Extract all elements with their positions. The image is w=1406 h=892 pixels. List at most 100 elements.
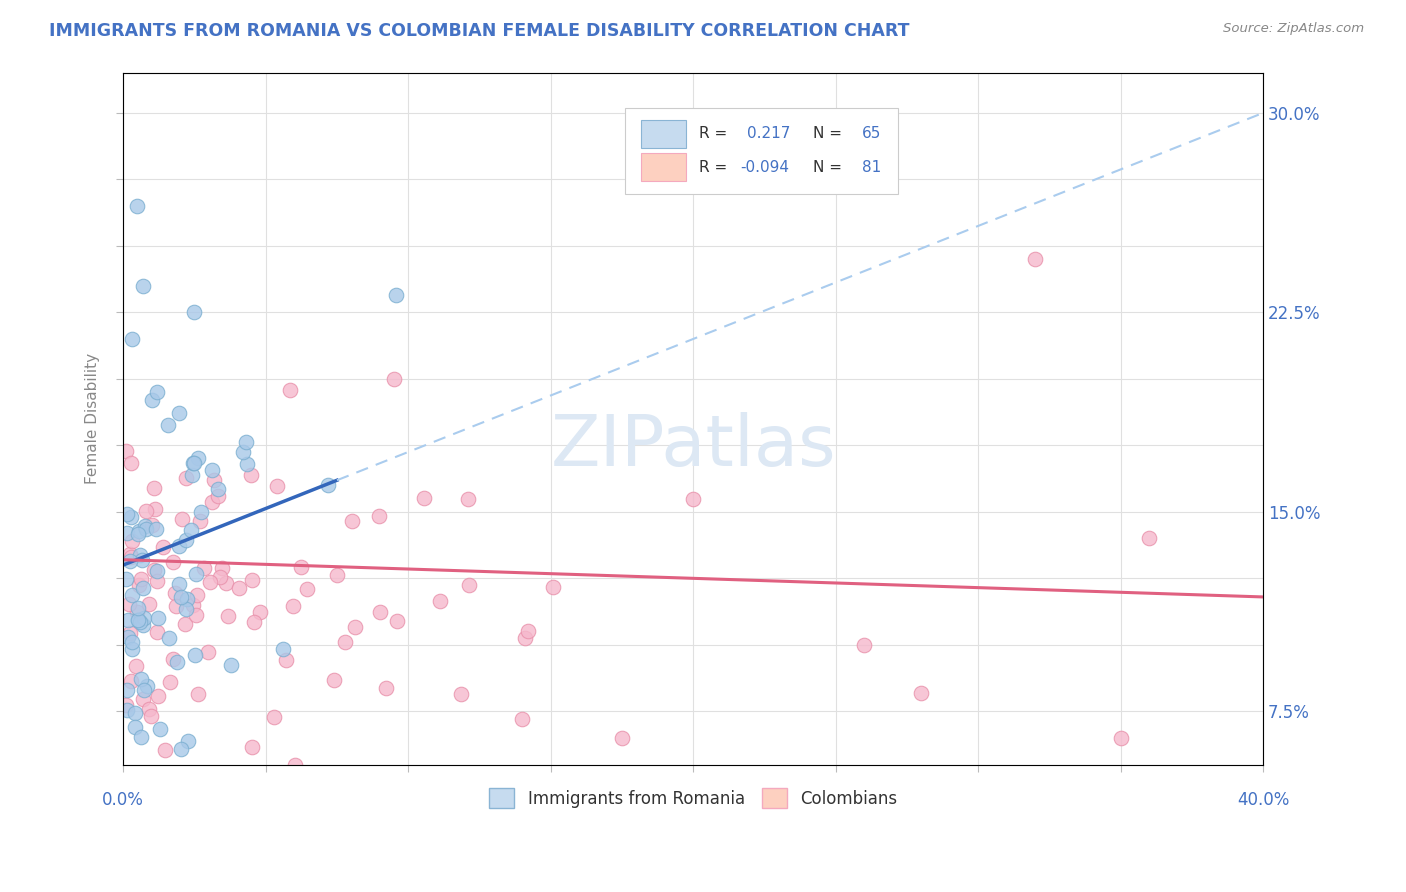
Point [120,674,142,689]
Point [120,625,142,640]
Point [127,613,149,627]
Point [273,641,295,656]
Point [124,720,146,734]
Point [127,600,149,615]
Point [146,564,169,578]
Point [132,683,155,698]
Point [240,468,263,483]
Point [333,635,356,649]
Point [129,672,152,686]
Point [131,572,153,586]
Point [115,507,138,521]
Point [117,630,139,644]
Point [128,524,150,538]
Text: 0.217: 0.217 [747,127,790,141]
Point [280,384,302,398]
Point [115,573,138,587]
Point [115,443,138,458]
Point [183,648,205,663]
Point [910,686,932,700]
Text: ZIPatlas: ZIPatlas [550,412,837,481]
Point [162,555,184,569]
Point [143,502,166,516]
Point [516,624,538,638]
Point [120,456,142,470]
Point [187,451,209,466]
Point [132,581,155,595]
Point [344,619,367,633]
Point [249,605,271,619]
Point [412,491,434,505]
Point [117,613,139,627]
Point [159,674,181,689]
Point [610,731,633,745]
Text: N =: N = [813,160,842,175]
Point [148,722,170,736]
Point [181,598,204,612]
Text: 81: 81 [862,160,882,175]
Point [682,491,704,506]
Point [1137,532,1160,546]
Point [165,599,187,614]
Text: 0.0%: 0.0% [103,791,145,809]
Text: N =: N = [813,127,842,141]
Point [429,594,451,608]
Point [183,305,205,319]
Point [167,539,190,553]
Text: IMMIGRANTS FROM ROMANIA VS COLOMBIAN FEMALE DISABILITY CORRELATION CHART: IMMIGRANTS FROM ROMANIA VS COLOMBIAN FEM… [49,22,910,40]
Point [135,504,157,518]
Point [127,199,149,213]
Point [121,642,143,657]
Point [118,548,141,562]
Point [281,599,304,614]
Point [193,561,215,575]
Point [235,434,257,449]
Point [146,574,169,588]
Point [157,417,180,432]
Point [201,462,224,476]
Point [167,406,190,420]
Point [382,372,405,386]
Point [190,505,212,519]
Point [180,467,202,482]
Point [145,625,167,640]
Text: 40.0%: 40.0% [1237,791,1289,809]
Point [141,517,163,532]
Point [207,489,229,503]
Point [240,739,263,754]
Point [174,471,197,485]
Point [115,525,138,540]
Point [118,554,141,568]
Point [228,582,250,596]
Point [148,610,170,624]
Y-axis label: Female Disability: Female Disability [86,353,100,484]
Point [146,385,169,400]
Point [243,615,266,629]
Point [183,456,205,470]
Point [135,679,157,693]
Point [127,527,149,541]
Point [120,549,142,564]
Point [541,580,564,594]
Point [127,613,149,627]
Point [124,706,146,721]
Point [152,540,174,554]
Point [1109,731,1132,745]
Text: Source: ZipAtlas.com: Source: ZipAtlas.com [1223,22,1364,36]
Point [131,553,153,567]
Point [153,743,176,757]
Point [450,687,472,701]
Point [138,597,160,611]
Point [141,392,163,407]
Legend: Immigrants from Romania, Colombians: Immigrants from Romania, Colombians [482,781,904,815]
Point [457,578,479,592]
Point [132,278,155,293]
Point [141,708,163,723]
Point [375,681,398,695]
Point [316,478,339,492]
Point [145,522,167,536]
Point [125,658,148,673]
Point [121,533,143,548]
Text: 65: 65 [862,127,882,141]
Point [510,712,533,726]
